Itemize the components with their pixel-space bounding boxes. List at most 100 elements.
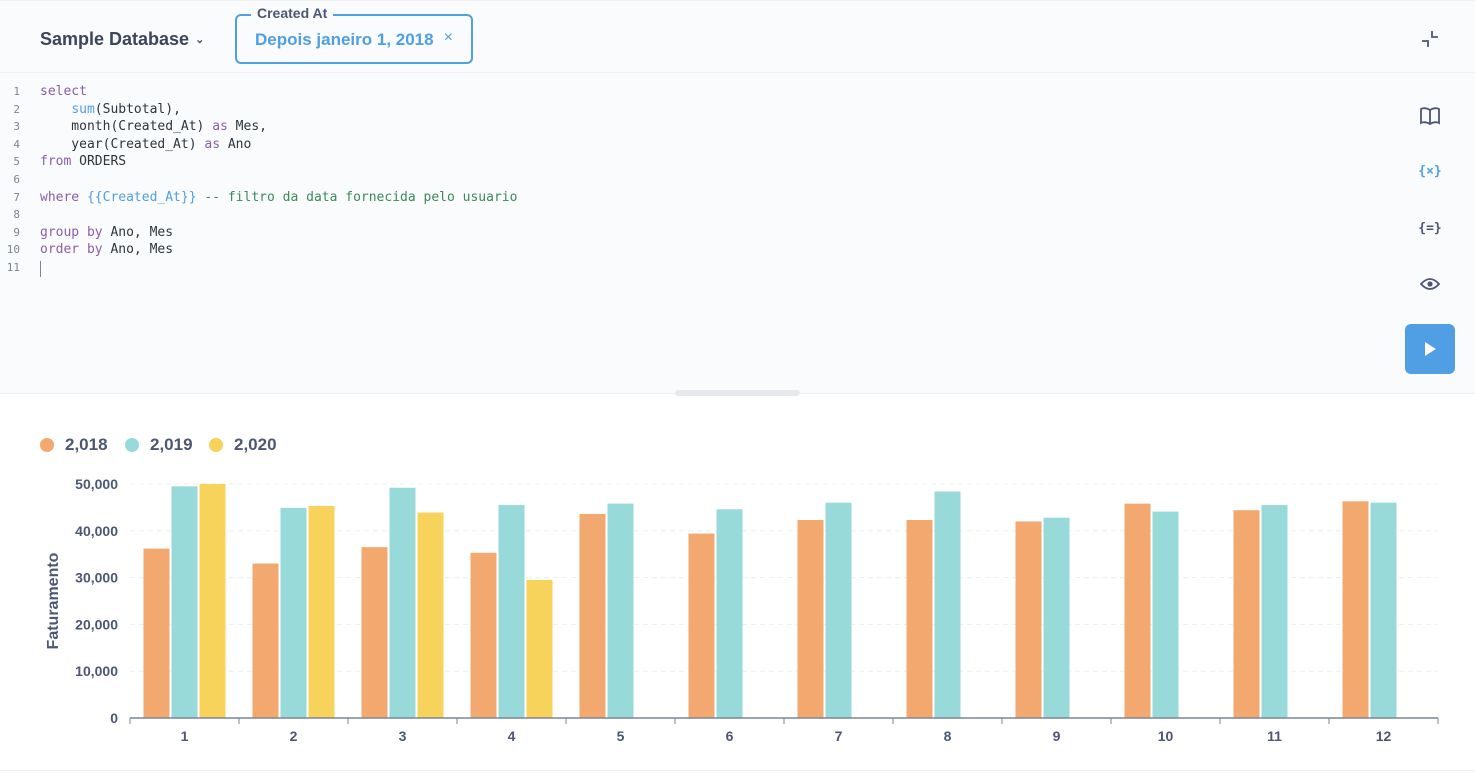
y-axis-label: Faturamento	[45, 552, 62, 649]
close-icon[interactable]: ×	[443, 29, 453, 46]
bar-2018-12[interactable]	[1342, 501, 1369, 718]
code-text: year(Created_At) as Ano	[40, 136, 251, 154]
line-number: 8	[13, 208, 20, 222]
code-token: sum	[71, 101, 95, 117]
x-tick-label: 1	[181, 728, 189, 744]
y-tick-label: 40,000	[75, 523, 118, 539]
line-number: 4	[13, 137, 20, 151]
legend-label: 2,018	[65, 435, 108, 454]
code-token: Ano, Mes	[102, 224, 174, 240]
legend-label: 2,019	[150, 435, 193, 454]
bar-2019-7[interactable]	[825, 502, 852, 718]
bar-2018-2[interactable]	[252, 563, 279, 718]
bar-2018-8[interactable]	[906, 520, 933, 718]
bar-2019-6[interactable]	[716, 509, 743, 718]
legend-dot	[209, 438, 223, 452]
eye-icon[interactable]	[1418, 272, 1442, 296]
code-token: -- filtro da data fornecida pelo usuario	[204, 189, 518, 205]
code-token: year(Created_At)	[40, 136, 205, 152]
line-number: 3	[13, 120, 20, 134]
code-token	[40, 102, 71, 117]
x-tick-label: 7	[835, 728, 843, 744]
bar-2018-11[interactable]	[1233, 510, 1260, 718]
line-number: 10	[6, 243, 20, 257]
snippets-icon-glyph: {=}	[1418, 220, 1442, 236]
bar-2019-11[interactable]	[1261, 505, 1288, 718]
bar-2020-3[interactable]	[417, 512, 444, 718]
resize-handle[interactable]	[675, 390, 800, 396]
bar-2018-3[interactable]	[361, 547, 388, 718]
play-icon	[1425, 342, 1436, 356]
code-token: Mes,	[227, 119, 267, 135]
code-text: order by Ano, Mes	[40, 241, 173, 259]
line-number: 11	[6, 261, 20, 274]
query-header: Sample Database ⌄ Created At Depois janei…	[0, 0, 1475, 73]
snippets-icon[interactable]: {=}	[1418, 216, 1442, 240]
bar-2019-8[interactable]	[934, 491, 961, 718]
x-tick-label: 9	[1053, 728, 1061, 744]
bar-2018-1[interactable]	[143, 548, 170, 718]
code-text: select	[40, 83, 87, 101]
bar-2019-9[interactable]	[1043, 517, 1070, 718]
code-token: as	[212, 119, 228, 135]
code-text: sum(Subtotal),	[40, 101, 181, 119]
variables-icon[interactable]: {×}	[1418, 159, 1442, 183]
text-cursor	[40, 261, 41, 277]
code-text: group by Ano, Mes	[40, 224, 173, 242]
code-token: from	[40, 154, 72, 170]
database-picker[interactable]: Sample Database ⌄	[40, 29, 204, 50]
bar-2020-2[interactable]	[308, 505, 335, 718]
x-tick-label: 10	[1158, 728, 1174, 744]
bar-2019-1[interactable]	[171, 486, 198, 718]
run-query-button[interactable]	[1405, 324, 1455, 374]
y-tick-label: 30,000	[75, 570, 118, 586]
x-tick-label: 5	[617, 728, 625, 744]
bar-2018-10[interactable]	[1124, 503, 1151, 718]
bar-2019-12[interactable]	[1370, 502, 1397, 718]
created-at-filter-widget[interactable]: Created At Depois janeiro 1, 2018 ×	[235, 5, 473, 64]
divider	[0, 770, 1475, 771]
filter-value[interactable]: Depois janeiro 1, 2018	[255, 30, 434, 49]
bar-2018-6[interactable]	[688, 533, 715, 718]
x-tick-label: 2	[290, 728, 298, 744]
bar-2018-9[interactable]	[1015, 521, 1042, 718]
collapse-icon[interactable]	[1420, 29, 1440, 49]
bar-2020-4[interactable]	[526, 579, 553, 718]
x-tick-label: 6	[726, 728, 734, 744]
chevron-down-icon: ⌄	[195, 34, 205, 46]
line-number: 2	[13, 102, 20, 116]
code-token: (Subtotal),	[94, 101, 181, 117]
code-token: {{Created_At}}	[86, 189, 197, 205]
code-token: Ano	[220, 136, 252, 152]
line-number: 1	[13, 85, 20, 98]
bar-2019-5[interactable]	[607, 503, 634, 718]
variables-icon-glyph: {×}	[1418, 163, 1442, 179]
y-tick-label: 0	[110, 710, 118, 726]
code-token: as	[204, 136, 221, 152]
line-number: 6	[13, 173, 20, 186]
y-tick-label: 50,000	[75, 476, 118, 492]
code-text: where {{Created_At}} -- filtro da data f…	[40, 189, 517, 207]
code-token	[79, 190, 87, 205]
bar-2018-4[interactable]	[470, 552, 497, 718]
y-tick-label: 20,000	[75, 616, 118, 632]
code-text: from ORDERS	[40, 153, 126, 171]
code-token: where	[40, 189, 80, 205]
bar-2020-1[interactable]	[199, 484, 226, 718]
bar-2019-4[interactable]	[498, 505, 525, 718]
database-name: Sample Database	[40, 29, 190, 49]
bar-2018-7[interactable]	[797, 520, 824, 718]
book-icon[interactable]	[1418, 104, 1442, 128]
code-token: ORDERS	[71, 154, 127, 170]
x-tick-label: 11	[1267, 728, 1282, 744]
line-number: 5	[13, 155, 20, 169]
filter-label: Created At	[251, 5, 334, 21]
code-text: month(Created_At) as Mes,	[40, 118, 267, 136]
bar-2018-5[interactable]	[579, 513, 606, 718]
bar-2019-3[interactable]	[389, 487, 416, 718]
code-token: order by	[40, 242, 103, 258]
code-token: month(Created_At)	[40, 119, 213, 135]
bar-2019-10[interactable]	[1152, 511, 1179, 718]
bar-2019-2[interactable]	[280, 507, 307, 718]
sql-editor[interactable]: 1 select 2 sum(Subtotal), 3 month(Created_A…	[0, 73, 1475, 396]
